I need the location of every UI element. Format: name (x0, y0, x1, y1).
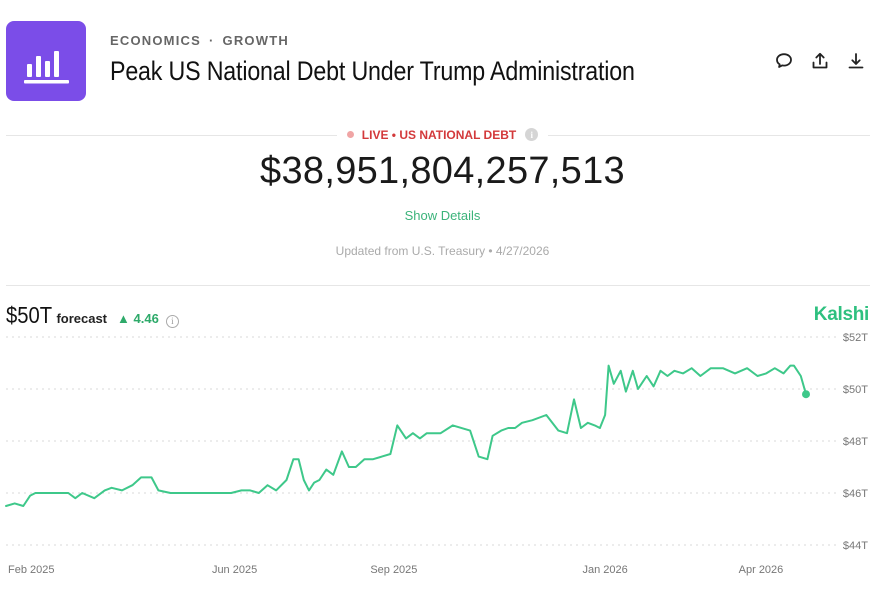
forecast-info-icon[interactable]: i (165, 314, 179, 328)
info-icon[interactable]: i (525, 128, 539, 141)
share-upload-icon (812, 52, 828, 69)
y-tick-label: $48T (843, 436, 868, 448)
divider (6, 285, 870, 286)
debt-forecast-chart[interactable]: $52T $50T $48T $46T $44T Feb 2025 Jun 2025 Sep… (0, 325, 885, 585)
live-dot-icon (346, 131, 354, 138)
kalshi-logo: Kalshi (813, 304, 870, 325)
forecast-value: $50T (6, 302, 53, 328)
forecast-label: forecast (56, 311, 108, 326)
breadcrumb-separator: · (208, 33, 215, 48)
bar-chart-icon (24, 51, 69, 84)
x-tick-label: Feb 2025 (8, 564, 54, 576)
x-tick-label: Jun 2025 (212, 564, 257, 576)
header-actions (773, 50, 867, 72)
comment-icon (776, 53, 792, 68)
y-tick-label: $50T (843, 384, 868, 396)
download-button[interactable] (845, 50, 867, 72)
share-button[interactable] (809, 50, 831, 72)
y-tick-label: $52T (843, 332, 868, 344)
chart-series-line (5, 364, 807, 507)
debt-value: $38,951,804,257,513 (260, 150, 625, 192)
breadcrumb-item-growth[interactable]: GROWTH (222, 33, 289, 48)
show-details-link[interactable]: Show Details (404, 208, 481, 223)
breadcrumb-item-economics[interactable]: ECONOMICS (110, 33, 201, 48)
live-indicator: LIVE • US NATIONAL DEBT i (0, 126, 885, 144)
updated-timestamp: Updated from U.S. Treasury • 4/27/2026 (335, 244, 550, 258)
x-tick-label: Jan 2026 (583, 564, 628, 576)
comment-button[interactable] (773, 50, 795, 72)
x-tick-label: Apr 2026 (739, 564, 784, 576)
up-arrow-icon: ▲ (117, 311, 130, 326)
x-tick-label: Sep 2025 (370, 564, 417, 576)
live-label: LIVE • US NATIONAL DEBT (361, 127, 517, 142)
forecast-change-value: 4.46 (133, 311, 159, 326)
y-tick-label: $44T (843, 540, 868, 552)
forecast-summary: $50T forecast ▲ 4.46 i (6, 302, 179, 329)
app-logo (6, 21, 86, 101)
forecast-change: ▲ 4.46 (117, 311, 159, 326)
download-icon (848, 53, 864, 69)
page-title: Peak US National Debt Under Trump Admini… (110, 56, 635, 86)
y-tick-label: $46T (843, 488, 868, 500)
chart-end-point (802, 390, 810, 399)
breadcrumb: ECONOMICS · GROWTH (110, 33, 289, 48)
